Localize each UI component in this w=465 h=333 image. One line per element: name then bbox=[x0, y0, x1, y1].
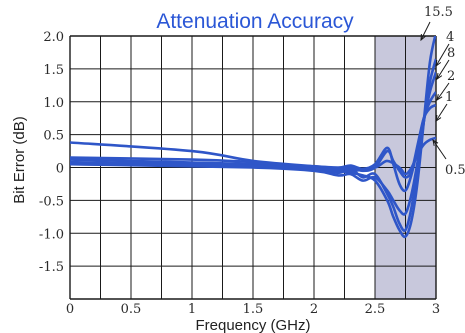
arrowhead bbox=[435, 60, 442, 68]
annotation-arrows: 15.5 48 2 1 0.5 bbox=[420, 5, 465, 178]
x-tick-label: 2 bbox=[310, 302, 318, 317]
series-group bbox=[70, 36, 436, 239]
annotation-label: 15.5 bbox=[424, 5, 453, 20]
annotation-label: 8 bbox=[447, 46, 455, 61]
y-tick-label: 1.5 bbox=[43, 63, 64, 78]
x-tick-label: 0.5 bbox=[121, 302, 142, 317]
y-tick-label: -1.0 bbox=[39, 227, 64, 242]
annotation-arrow bbox=[435, 43, 450, 67]
annotation-arrow bbox=[420, 21, 431, 41]
y-tick-label: -0.5 bbox=[39, 194, 64, 209]
annotation-arrow bbox=[436, 59, 450, 80]
annotation-label: 0.5 bbox=[445, 163, 465, 178]
y-tick-label: 2.0 bbox=[43, 30, 64, 45]
x-tick-label: 0 bbox=[66, 302, 74, 317]
annotation-arrow bbox=[436, 82, 450, 101]
y-tick-label: -1.5 bbox=[39, 260, 64, 275]
tick-labels: 0 0.5 1 1.5 2 2.5 3 2.0 1.5 1.0 0.5 0 -0.5 -1.0 -1.5 bbox=[39, 30, 440, 317]
annotation-arrow bbox=[432, 139, 447, 160]
chart-title: Attenuation Accuracy bbox=[156, 10, 354, 33]
arrowhead bbox=[420, 33, 426, 42]
y-tick-label: 1.0 bbox=[43, 96, 64, 111]
x-tick-label: 3 bbox=[432, 302, 440, 317]
arrowhead bbox=[436, 93, 443, 102]
arrowhead bbox=[435, 115, 442, 123]
annotation-label: 1 bbox=[445, 90, 453, 105]
x-tick-label: 1 bbox=[188, 302, 196, 317]
series-line bbox=[70, 136, 436, 176]
x-tick-label: 1.5 bbox=[243, 302, 264, 317]
arrowhead bbox=[436, 73, 443, 81]
arrowhead bbox=[432, 138, 439, 146]
y-tick-label: 0 bbox=[56, 162, 64, 177]
y-tick-label: 0.5 bbox=[43, 129, 64, 144]
annotation-label: 2 bbox=[447, 69, 455, 84]
x-axis-title: Frequency (GHz) bbox=[195, 317, 310, 333]
annotation-arrow bbox=[435, 103, 448, 122]
annotation-label: 4 bbox=[446, 30, 454, 45]
x-tick-label: 2.5 bbox=[365, 302, 386, 317]
series-line bbox=[70, 103, 436, 179]
series-line bbox=[70, 71, 436, 216]
y-axis-title: Bit Error (dB) bbox=[11, 116, 28, 204]
